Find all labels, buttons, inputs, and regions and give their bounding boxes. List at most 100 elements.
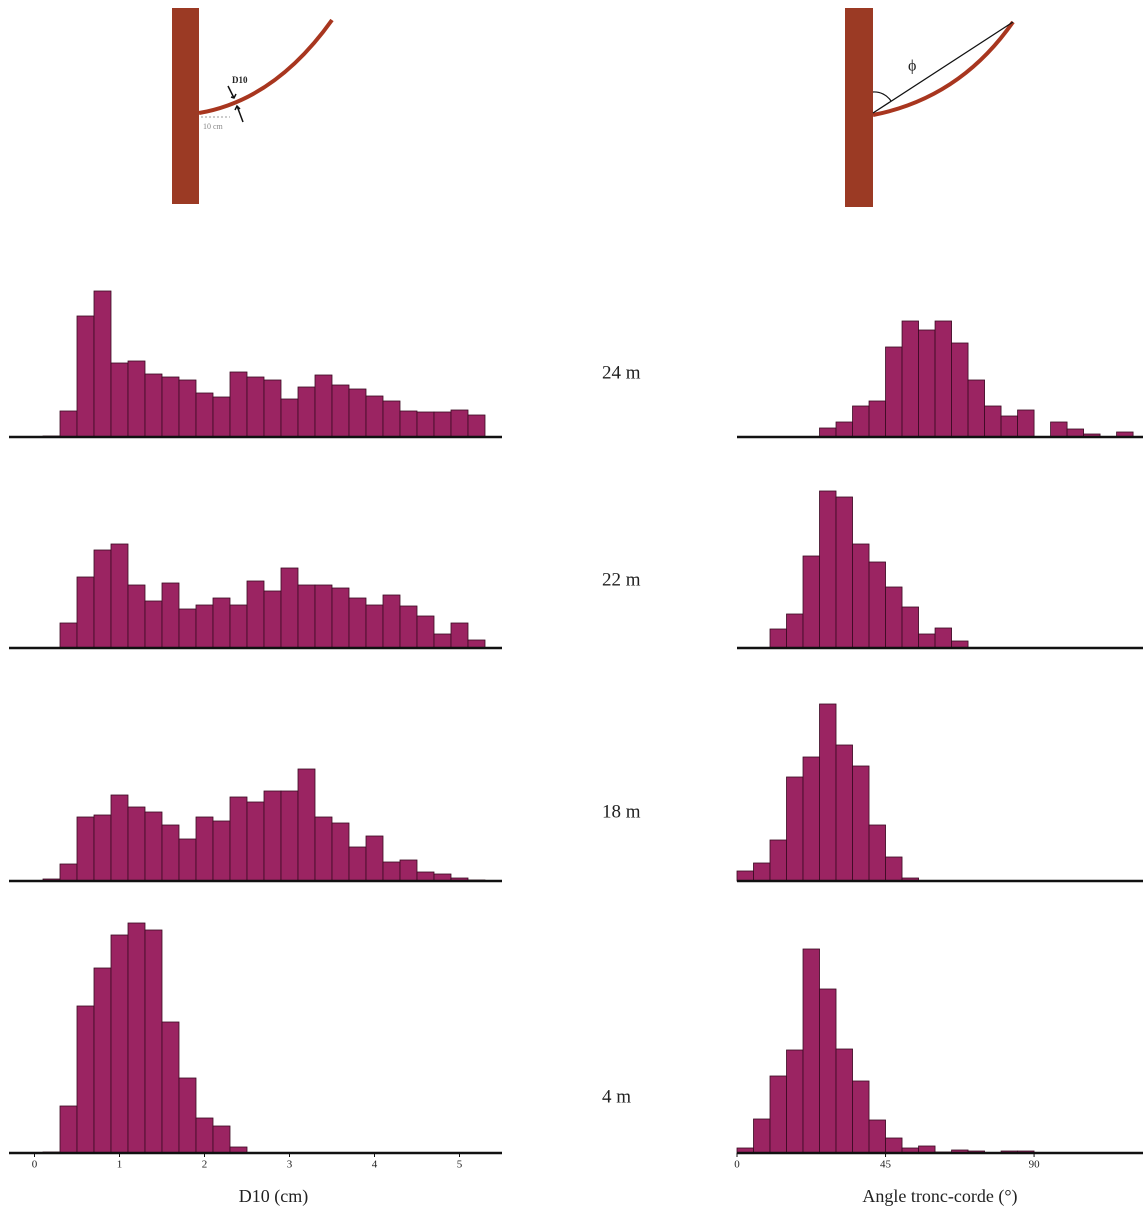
bar [178,608,197,649]
bar [365,395,384,438]
row-label: 24 m [602,362,641,383]
right-diagram: ϕ [845,8,1015,207]
arrow [234,104,244,123]
bar [246,376,265,438]
bar [786,1049,804,1154]
x-tick-label: 2 [202,1159,208,1171]
bar [416,411,435,438]
arrow [227,85,237,99]
bar [835,421,853,438]
bar [212,1125,231,1154]
bar [852,765,870,882]
x-tick-label: 45 [880,1159,892,1171]
bar [280,790,299,882]
bar [885,856,903,882]
bar [852,1080,870,1154]
x-tick-label: 1 [117,1159,123,1171]
bar [93,290,112,438]
bar [901,320,919,438]
bar [852,543,870,649]
bar [263,379,282,438]
trunk [845,8,873,207]
bar [885,586,903,649]
bar [263,590,282,649]
bar [110,934,129,1154]
bar [93,967,112,1154]
bar [127,360,146,438]
x-axis-label: D10 (cm) [239,1186,308,1207]
x-tick-label: 0 [32,1159,38,1171]
bar [885,1137,903,1154]
angle-arc [872,91,892,102]
branch [872,20,1015,117]
x-tick-label: 5 [457,1159,463,1171]
bar [314,374,333,438]
bar [819,490,837,649]
bar [416,871,435,882]
bar [229,604,248,649]
bar [178,379,197,438]
bar [314,584,333,649]
row-label: 18 m [602,801,641,822]
bar [212,396,231,438]
bar [297,768,316,882]
bar [76,315,95,438]
bar [110,543,129,649]
bar [769,839,787,882]
bar [59,622,78,649]
bar [93,814,112,882]
left-diagram: D10 10 cm [172,8,334,204]
bar [918,633,936,649]
bar [802,948,820,1154]
bar [144,373,163,438]
bar [127,922,146,1154]
bar [144,929,163,1154]
bar [280,398,299,438]
bar [229,796,248,882]
bar [450,409,469,438]
bar [786,776,804,882]
bar [835,496,853,649]
bar [951,342,969,438]
bar [331,384,350,438]
bar [467,414,486,438]
x-tick-label: 0 [734,1159,740,1171]
bar [263,790,282,882]
bar [110,794,129,882]
bar [348,846,367,882]
bar [868,1119,886,1154]
bar [819,988,837,1154]
bar [433,411,452,438]
bar [984,405,1002,438]
bar [76,1005,95,1154]
bar [297,386,316,438]
bar [178,838,197,882]
bar [212,820,231,882]
bar [110,362,129,438]
bar [852,405,870,438]
bar [868,400,886,438]
bar [178,1077,197,1154]
bar [161,582,180,649]
bar [918,329,936,438]
x-tick-label: 90 [1029,1159,1041,1171]
trunk [172,8,199,204]
x-tick-label: 3 [287,1159,293,1171]
bar [195,1117,214,1154]
bar [127,584,146,649]
bar [331,822,350,882]
bar [76,576,95,649]
bar [161,1021,180,1154]
bar [93,549,112,649]
x-tick-label: 4 [372,1159,378,1171]
bar [399,410,418,438]
bar [934,320,952,438]
bar [348,597,367,649]
bar [382,594,401,649]
bar [835,1048,853,1154]
bar [835,744,853,882]
bar [450,622,469,649]
branch [198,18,334,115]
bar [382,861,401,882]
